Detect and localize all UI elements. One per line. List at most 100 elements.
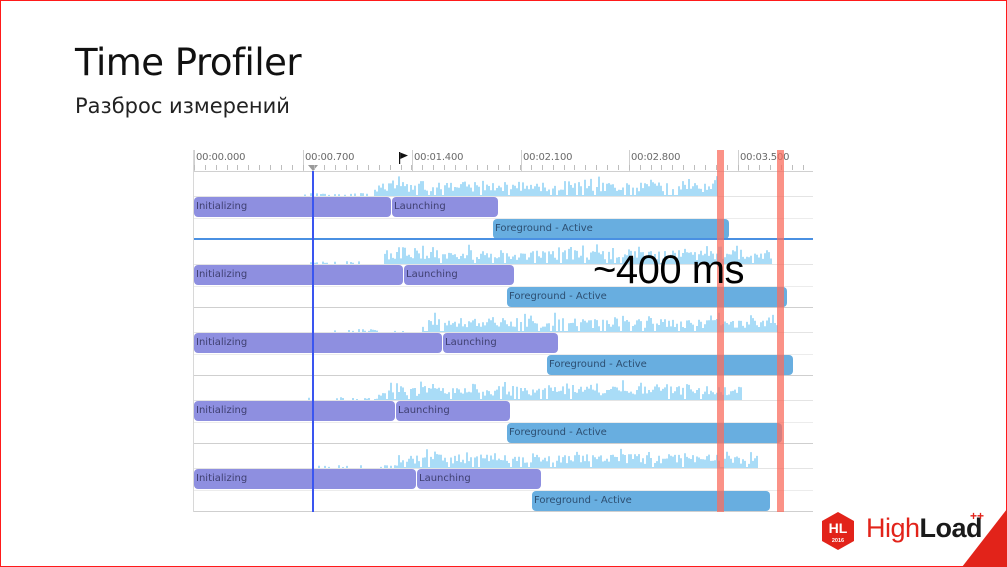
ruler-minor-tick <box>596 165 597 170</box>
run-separator <box>194 375 813 376</box>
ruler-minor-tick <box>216 165 217 170</box>
phase-bar-initializing[interactable]: Initializing <box>194 333 442 353</box>
phase-bar-initializing[interactable]: Initializing <box>194 401 395 421</box>
cpu-usage-graph <box>194 448 813 469</box>
ruler-minor-tick <box>759 165 760 170</box>
launch-run-track[interactable]: Initializing Launching Foreground - Active <box>194 444 813 512</box>
slide-subtitle: Разброс измерений <box>75 94 290 118</box>
phase-bar-launching[interactable]: Launching <box>396 401 510 421</box>
ruler-minor-tick <box>477 165 478 170</box>
ruler-minor-tick <box>444 165 445 170</box>
hexagon-badge-icon: HL 2016 <box>822 512 854 550</box>
launch-run-track[interactable]: Initializing Launching Foreground - Active <box>194 308 813 376</box>
ruler-minor-tick <box>531 165 532 170</box>
duration-annotation: ~400 ms <box>593 248 745 292</box>
ruler-minor-tick <box>661 165 662 170</box>
playhead-line[interactable] <box>312 171 314 512</box>
ruler-minor-tick <box>792 165 793 170</box>
phase-bar-initializing[interactable]: Initializing <box>194 469 416 489</box>
selected-run-indicator <box>194 238 813 240</box>
phase-bar-foreground-active[interactable]: Foreground - Active <box>493 219 729 239</box>
ruler-minor-tick <box>694 165 695 170</box>
ruler-minor-tick <box>324 165 325 170</box>
ruler-major-tick <box>303 150 304 171</box>
launch-run-track[interactable]: Initializing Launching Foreground - Active <box>194 172 813 240</box>
phase-bar-launching[interactable]: Launching <box>404 265 514 285</box>
phase-bar-foreground-active[interactable]: Foreground - Active <box>532 491 770 511</box>
phase-bar-launching[interactable]: Launching <box>417 469 541 489</box>
ruler-minor-tick <box>335 165 336 170</box>
playhead-handle[interactable] <box>308 165 318 171</box>
ruler-minor-tick <box>411 165 412 170</box>
ruler-tick-label: 00:00.700 <box>305 152 355 163</box>
ruler-minor-tick <box>770 165 771 170</box>
ruler-minor-tick <box>585 165 586 170</box>
phase-bar-launching[interactable]: Launching <box>392 197 498 217</box>
time-profiler-timeline[interactable]: 00:00.000 00:00.700 00:01.400 00:02.100 00:0… <box>193 150 813 512</box>
phase-bar-foreground-active[interactable]: Foreground - Active <box>547 355 793 375</box>
cpu-usage-graph <box>194 244 813 265</box>
ruler-minor-tick <box>542 165 543 170</box>
svg-text:HL: HL <box>829 520 848 536</box>
cpu-usage-graph <box>194 380 813 401</box>
ruler-minor-tick <box>237 165 238 170</box>
ruler-minor-tick <box>509 165 510 170</box>
ruler-minor-tick <box>738 165 739 170</box>
ruler-tick-label: 00:02.100 <box>523 152 573 163</box>
ruler-minor-tick <box>401 165 402 170</box>
ruler-minor-tick <box>629 165 630 170</box>
ruler-minor-tick <box>194 165 195 170</box>
lane-divider <box>194 490 813 491</box>
ruler-tick-label: 00:02.800 <box>631 152 681 163</box>
ruler-minor-tick <box>270 165 271 170</box>
phase-bar-initializing[interactable]: Initializing <box>194 265 403 285</box>
svg-text:2016: 2016 <box>832 538 844 544</box>
ruler-minor-tick <box>303 165 304 170</box>
ruler-major-tick <box>738 150 739 171</box>
ruler-minor-tick <box>466 165 467 170</box>
ruler-minor-tick <box>716 165 717 170</box>
lane-divider <box>194 422 813 423</box>
ruler-minor-tick <box>564 165 565 170</box>
phase-bar-foreground-active[interactable]: Foreground - Active <box>507 423 782 443</box>
ruler-minor-tick <box>520 165 521 170</box>
run-separator <box>194 443 813 444</box>
ruler-minor-tick <box>683 165 684 170</box>
ruler-minor-tick <box>248 165 249 170</box>
ruler-tick-label: 00:00.000 <box>196 152 246 163</box>
ruler-minor-tick <box>379 165 380 170</box>
ruler-minor-tick <box>259 165 260 170</box>
time-marker-highlight <box>777 150 784 512</box>
run-separator <box>194 511 813 512</box>
cpu-usage-graph <box>194 176 813 197</box>
ruler-minor-tick <box>618 165 619 170</box>
phase-bar-initializing[interactable]: Initializing <box>194 197 391 217</box>
ruler-minor-tick <box>346 165 347 170</box>
ruler-minor-tick <box>433 165 434 170</box>
phase-bar-launching[interactable]: Launching <box>443 333 558 353</box>
ruler-minor-tick <box>390 165 391 170</box>
ruler-tick-label: 00:01.400 <box>414 152 464 163</box>
ruler-minor-tick <box>553 165 554 170</box>
ruler-major-tick <box>194 150 195 171</box>
ruler-minor-tick <box>498 165 499 170</box>
ruler-minor-tick <box>607 165 608 170</box>
cpu-usage-graph <box>194 312 813 333</box>
ruler-minor-tick <box>422 165 423 170</box>
lane-divider <box>194 286 813 287</box>
lane-divider <box>194 218 813 219</box>
ruler-minor-tick <box>487 165 488 170</box>
ruler-minor-tick <box>314 165 315 170</box>
lane-divider <box>194 354 813 355</box>
time-ruler[interactable]: 00:00.000 00:00.700 00:01.400 00:02.100 00:0… <box>194 150 813 172</box>
launch-run-track[interactable]: Initializing Launching Foreground - Active <box>194 376 813 444</box>
ruler-tick-label: 00:03.500 <box>740 152 790 163</box>
ruler-minor-tick <box>672 165 673 170</box>
ruler-minor-tick <box>651 165 652 170</box>
time-marker-highlight <box>717 150 724 512</box>
ruler-minor-tick <box>705 165 706 170</box>
flag-icon[interactable] <box>399 152 409 164</box>
ruler-minor-tick <box>574 165 575 170</box>
ruler-major-tick <box>412 150 413 171</box>
ruler-minor-tick <box>205 165 206 170</box>
